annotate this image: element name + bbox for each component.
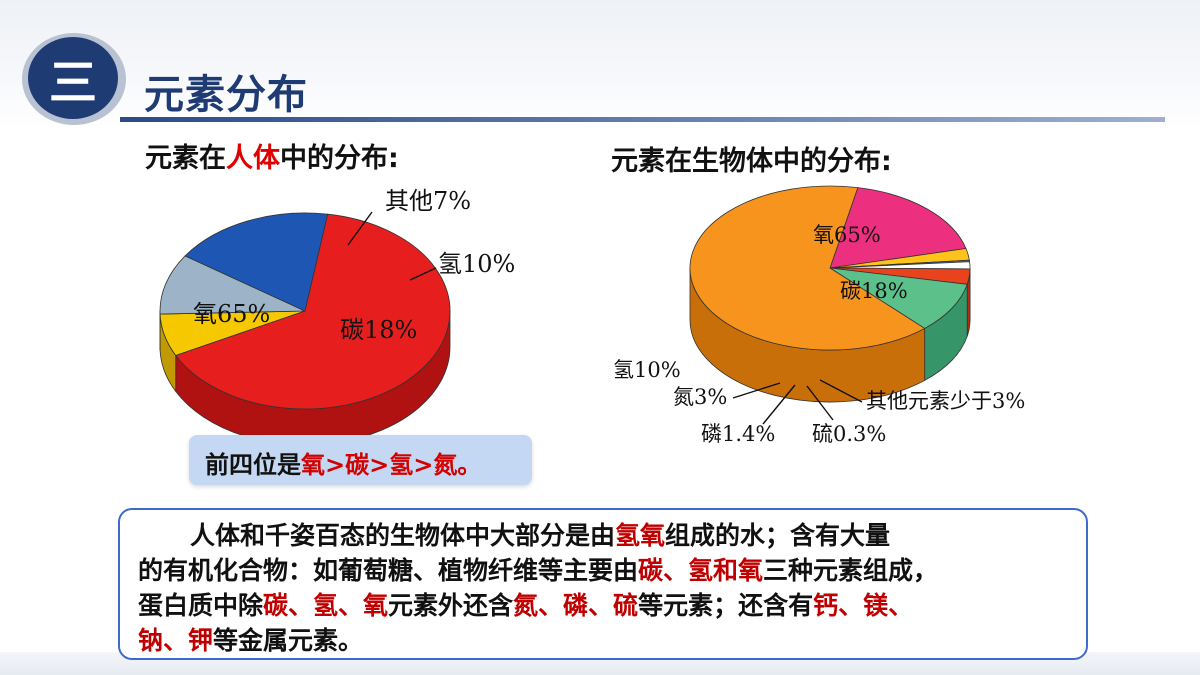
ranking-note-prefix: 前四位是 (205, 451, 301, 479)
description-line-2: 的有机化合物：如葡萄糖、植物纤维等主要由碳、氢和氧三种元素组成， (138, 553, 1070, 588)
pie-1-label-carbon: 碳18% (840, 279, 908, 303)
description-line2-segment-2: 三种元素组成， (763, 556, 939, 585)
ranking-note-value: 氧>碳>氢>氮。 (301, 451, 482, 479)
left-subtitle-highlight: 人体 (226, 143, 280, 174)
description-line4-segment-0: 钠、钾 (138, 626, 214, 655)
description-line3-segment-3: 氮、磷、硫 (513, 591, 639, 620)
description-line3-segment-1: 碳、氢、氧 (263, 591, 389, 620)
pie-1-slice-氢 (829, 267, 968, 329)
description-line1-segment-2: 组成的水；含有大量 (665, 521, 891, 550)
pie-0-slice-氧 (175, 213, 451, 410)
pie-1-label-nitrogen: 氮3% (673, 385, 727, 409)
description-box: 人体和千姿百态的生物体中大部分是由氢氧组成的水；含有大量 的有机化合物：如葡萄糖… (118, 508, 1088, 660)
section-number-badge: 三 (28, 37, 118, 119)
description-line-3: 蛋白质中除碳、氢、氧元素外还含氮、磷、硫等元素；还含有钙、镁、 (138, 588, 1070, 623)
pie-0-slice-氢 (159, 255, 306, 315)
description-line2-segment-0: 的有机化合物：如葡萄糖、植物纤维等主要由 (138, 556, 639, 585)
pie-1-leader-nitrogen (732, 382, 781, 399)
description-line3-segment-4: 等元素；还含有 (638, 591, 814, 620)
pie-1-label-other: 其他元素少于3% (866, 389, 1025, 413)
description-line1-segment-0: 人体和千姿百态的生物体中大部分是由 (190, 521, 616, 550)
pie-0-label-oxygen: 氧65% (193, 300, 270, 328)
description-line2-segment-1: 碳、氢和氧 (638, 556, 764, 585)
description-line3-segment-2: 元素外还含 (388, 591, 514, 620)
pie-1-label-sulfur: 硫0.3% (812, 422, 886, 446)
title-underline (120, 117, 1165, 122)
ranking-note: 前四位是氧>碳>氢>氮。 (189, 435, 532, 485)
pie-0-leader-other (347, 211, 373, 246)
left-subtitle-prefix: 元素在 (145, 143, 226, 174)
description-line3-segment-0: 蛋白质中除 (138, 591, 264, 620)
right-subtitle: 元素在生物体中的分布: (611, 146, 892, 177)
pie-chart-1 (689, 185, 971, 403)
pie-1-slice-碳 (829, 187, 967, 269)
left-subtitle-suffix: 中的分布: (280, 143, 399, 174)
pie-0-label-carbon: 碳18% (340, 316, 417, 344)
pie-0-label-hydrogen: 氢10% (438, 250, 515, 278)
description-line-4: 钠、钾等金属元素。 (138, 623, 1070, 658)
page-title: 元素分布 (144, 72, 308, 118)
pie-1-label-phosphorus: 磷1.4% (701, 422, 775, 446)
pie-1-leader-sulfur (806, 385, 834, 421)
description-line-1: 人体和千姿百态的生物体中大部分是由氢氧组成的水；含有大量 (138, 518, 1070, 553)
pie-0-label-other: 其他7% (385, 187, 471, 215)
pie-chart-0 (159, 212, 451, 446)
description-line1-segment-1: 氢氧 (615, 521, 666, 550)
pie-1-leader-phosphorus (762, 384, 796, 425)
description-line3-segment-5: 钙、镁、 (813, 591, 914, 620)
pie-0-leader-hydrogen (409, 267, 437, 281)
pie-1-slice-氧 (689, 185, 926, 351)
pie-1-label-oxygen: 氧65% (813, 223, 881, 247)
left-subtitle: 元素在人体中的分布: (145, 136, 399, 175)
pie-1-leader-other (819, 379, 863, 403)
pie-0-slice-碳 (184, 212, 329, 312)
pie-1-label-hydrogen: 氢10% (613, 358, 681, 382)
section-number: 三 (48, 55, 97, 111)
header-background (0, 0, 1200, 128)
description-line4-segment-1: 等金属元素。 (213, 626, 364, 655)
